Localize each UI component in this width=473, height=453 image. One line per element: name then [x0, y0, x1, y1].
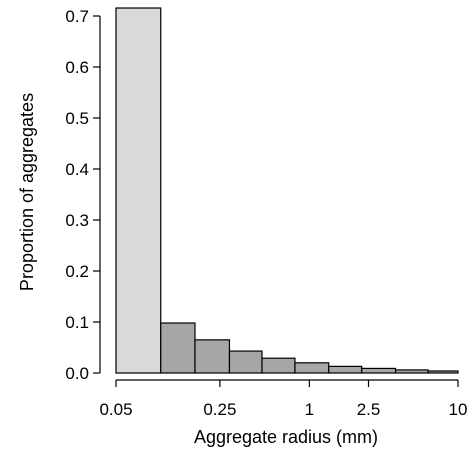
- y-axis: 0.0 0.1 0.2 0.3 0.4 0.5 0.6 0.7: [65, 7, 101, 383]
- histogram-bar-7: [328, 365, 363, 374]
- histogram-bar-2: [160, 322, 196, 374]
- histogram-bar-8: [361, 367, 397, 374]
- x-tick-label: 1: [305, 400, 314, 419]
- bars-group: [115, 7, 459, 374]
- histogram-bar-3: [194, 339, 231, 374]
- y-tick-label: 0.5: [65, 109, 89, 128]
- x-axis: 0.05 0.25 1 2.5 10: [99, 379, 468, 419]
- histogram-bar-10: [427, 370, 459, 374]
- histogram-bar-4: [228, 350, 263, 374]
- histogram-bar-6: [294, 362, 330, 374]
- y-tick-label: 0.0: [65, 364, 89, 383]
- x-tick-label: 10: [449, 400, 468, 419]
- x-tick-label: 2.5: [357, 400, 381, 419]
- y-tick-label: 0.4: [65, 160, 89, 179]
- y-tick-label: 0.6: [65, 58, 89, 77]
- y-tick-label: 0.3: [65, 211, 89, 230]
- y-tick-label: 0.1: [65, 313, 89, 332]
- x-axis-title: Aggregate radius (mm): [194, 427, 378, 447]
- x-tick-label: 0.05: [99, 400, 132, 419]
- x-tick-label: 0.25: [203, 400, 236, 419]
- y-axis-title: Proportion of aggregates: [17, 93, 37, 291]
- y-tick-label: 0.7: [65, 7, 89, 26]
- histogram-bar-9: [394, 369, 429, 374]
- histogram-bar-1: [115, 7, 162, 374]
- histogram-bar-5: [261, 357, 296, 374]
- y-tick-label: 0.2: [65, 262, 89, 281]
